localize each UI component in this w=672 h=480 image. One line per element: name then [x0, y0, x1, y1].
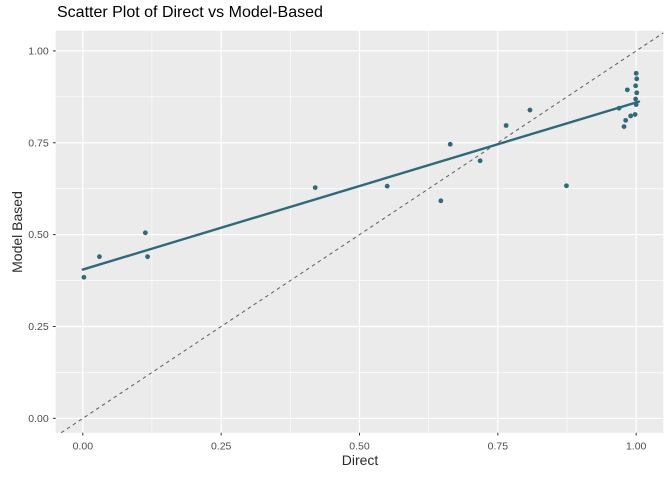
y-axis-title: Model Based: [9, 191, 25, 273]
data-point: [447, 141, 453, 147]
data-point: [503, 123, 509, 128]
data-point: [623, 117, 629, 123]
data-point: [97, 254, 102, 260]
data-point: [477, 158, 483, 164]
x-tick-label: 0.00: [73, 441, 94, 453]
x-tick-label: 1.00: [626, 441, 647, 453]
data-point: [633, 102, 639, 107]
x-tick-label: 0.75: [488, 441, 509, 453]
data-point: [621, 124, 627, 130]
data-point: [633, 83, 639, 89]
data-point: [527, 107, 533, 113]
data-point: [438, 198, 444, 204]
data-point: [633, 96, 639, 102]
tick-marks: [52, 50, 637, 436]
chart-title: Scatter Plot of Direct vs Model-Based: [57, 4, 323, 21]
y-tick-label: 0.25: [28, 321, 49, 333]
data-point: [632, 112, 638, 117]
y-tick-label: 0.00: [28, 413, 49, 425]
x-axis-title: Direct: [341, 452, 379, 468]
data-point: [633, 70, 639, 76]
trend-line: [81, 100, 641, 271]
data-point: [624, 87, 630, 93]
data-points: [81, 70, 640, 280]
data-point: [142, 230, 148, 236]
y-tick-labels: 0.00 0.25 0.50 0.75 1.00: [28, 46, 49, 425]
data-point: [628, 113, 634, 119]
y-tick-label: 1.00: [28, 46, 49, 58]
data-point: [312, 185, 318, 191]
x-tick-label: 0.25: [211, 441, 232, 453]
data-point: [384, 183, 390, 189]
data-point: [634, 90, 640, 96]
y-tick-label: 0.75: [28, 137, 49, 149]
data-point: [145, 254, 150, 260]
identity-dashed-line: [60, 32, 664, 434]
x-tick-label: 0.50: [349, 441, 370, 453]
y-tick-label: 0.50: [28, 229, 49, 241]
data-point: [564, 183, 569, 189]
x-tick-labels: 0.00 0.25 0.50 0.75 1.00: [73, 441, 647, 453]
data-point: [81, 274, 87, 280]
data-point: [634, 76, 640, 82]
data-point: [616, 105, 622, 111]
